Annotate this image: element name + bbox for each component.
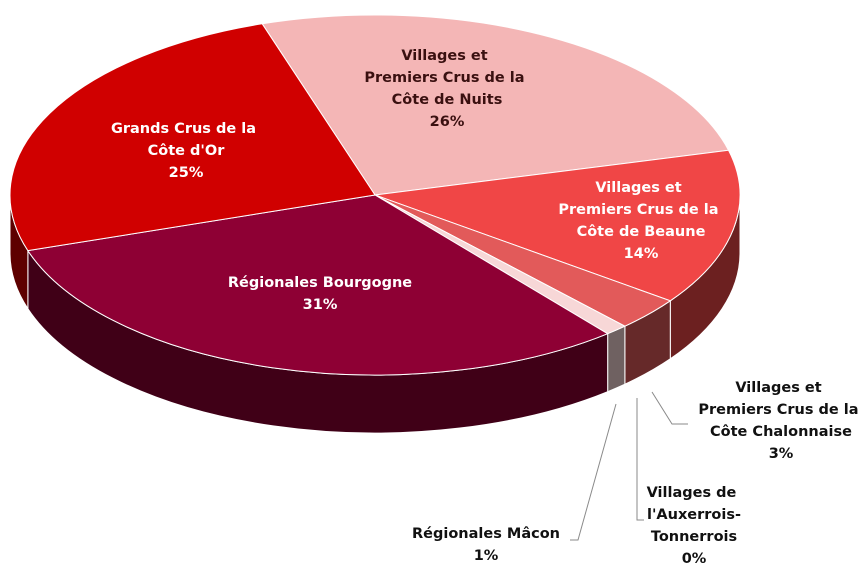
leader-line xyxy=(651,391,688,425)
slice-value-label: 25% xyxy=(169,165,204,181)
slice-label: Villages et Premiers Crus de la Côte de … xyxy=(558,180,723,240)
slice-label: Villages et Premiers Crus de la Côte de … xyxy=(364,48,529,108)
slice-label: Régionales Bourgogne xyxy=(228,275,412,291)
leader-line xyxy=(570,403,617,541)
slice-label: Grands Crus de la Côte d'Or xyxy=(111,121,261,159)
slice-label: Régionales Mâcon xyxy=(412,526,560,542)
leader-line xyxy=(636,398,644,521)
slice-label: Villages de l'Auxerrois-Tonnerrois xyxy=(647,485,742,545)
pie-slice xyxy=(9,23,376,252)
slice-value-label: 26% xyxy=(430,114,465,130)
slice-value-label: 1% xyxy=(474,548,499,564)
slice-value-label: 0% xyxy=(682,551,707,567)
slice-value-label: 3% xyxy=(769,446,794,462)
pie-slice xyxy=(374,149,741,302)
pie-slice xyxy=(261,14,730,196)
pie-slice xyxy=(27,194,609,376)
slice-value-label: 31% xyxy=(303,297,338,313)
slice-side xyxy=(607,325,626,393)
slice-value-label: 14% xyxy=(624,246,659,262)
slice-label: Villages et Premiers Crus de la Côte Cha… xyxy=(698,380,863,440)
